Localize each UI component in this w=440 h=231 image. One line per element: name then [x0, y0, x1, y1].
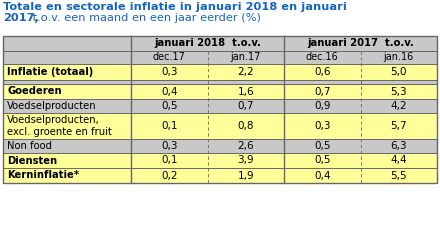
Text: Voedselproducten,
excl. groente en fruit: Voedselproducten, excl. groente en fruit — [7, 115, 112, 137]
Text: Kerninflatie*: Kerninflatie* — [7, 170, 79, 180]
Text: januari 2017  t.o.v.: januari 2017 t.o.v. — [307, 39, 414, 49]
Text: 6,3: 6,3 — [390, 141, 407, 151]
Bar — [3, 168, 131, 183]
Text: 0,9: 0,9 — [314, 101, 330, 111]
Bar — [131, 99, 437, 113]
Text: 0,5: 0,5 — [314, 155, 330, 165]
Bar — [3, 139, 131, 153]
Bar — [3, 36, 437, 183]
Text: 0,1: 0,1 — [161, 155, 177, 165]
Bar — [3, 64, 131, 80]
Text: 4,4: 4,4 — [390, 155, 407, 165]
Text: 2017,: 2017, — [3, 13, 39, 23]
Bar — [3, 153, 131, 168]
Text: 0,2: 0,2 — [161, 170, 177, 180]
Text: t.o.v. een maand en een jaar eerder (%): t.o.v. een maand en een jaar eerder (%) — [29, 13, 261, 23]
Bar — [3, 99, 131, 113]
Text: 0,4: 0,4 — [314, 170, 330, 180]
Text: 4,2: 4,2 — [390, 101, 407, 111]
Text: dec.17: dec.17 — [153, 52, 186, 63]
Text: 1,9: 1,9 — [238, 170, 254, 180]
Text: 5,7: 5,7 — [390, 121, 407, 131]
Text: 0,3: 0,3 — [314, 121, 330, 131]
Text: 0,4: 0,4 — [161, 86, 177, 97]
Text: 0,3: 0,3 — [161, 67, 177, 77]
Text: 0,6: 0,6 — [314, 67, 330, 77]
Text: 3,9: 3,9 — [238, 155, 254, 165]
Bar — [131, 139, 437, 153]
Bar — [3, 36, 437, 51]
Text: 0,7: 0,7 — [314, 86, 330, 97]
Text: 0,5: 0,5 — [314, 141, 330, 151]
Text: 0,7: 0,7 — [238, 101, 254, 111]
Bar — [131, 113, 437, 139]
Text: dec.16: dec.16 — [306, 52, 339, 63]
Bar — [131, 153, 437, 168]
Text: Diensten: Diensten — [7, 155, 57, 165]
Text: 2,6: 2,6 — [238, 141, 254, 151]
Text: Totale en sectorale inflatie in januari 2018 en januari: Totale en sectorale inflatie in januari … — [3, 2, 347, 12]
Bar — [3, 113, 131, 139]
Text: 0,8: 0,8 — [238, 121, 254, 131]
Text: jan.16: jan.16 — [384, 52, 414, 63]
Text: 5,3: 5,3 — [390, 86, 407, 97]
Text: Goederen: Goederen — [7, 86, 62, 97]
Bar — [131, 168, 437, 183]
Text: januari 2018  t.o.v.: januari 2018 t.o.v. — [154, 39, 261, 49]
Text: Non food: Non food — [7, 141, 52, 151]
Bar — [3, 51, 437, 64]
Text: Inflatie (totaal): Inflatie (totaal) — [7, 67, 93, 77]
Bar — [3, 84, 131, 99]
Text: 2,2: 2,2 — [238, 67, 254, 77]
Text: 5,5: 5,5 — [390, 170, 407, 180]
Bar — [131, 84, 437, 99]
Text: 0,5: 0,5 — [161, 101, 177, 111]
Text: 0,3: 0,3 — [161, 141, 177, 151]
Text: jan.17: jan.17 — [231, 52, 261, 63]
Text: 0,1: 0,1 — [161, 121, 177, 131]
Bar — [3, 80, 437, 84]
Text: 5,0: 5,0 — [391, 67, 407, 77]
Text: Voedselproducten: Voedselproducten — [7, 101, 97, 111]
Bar — [131, 64, 437, 80]
Text: 1,6: 1,6 — [238, 86, 254, 97]
